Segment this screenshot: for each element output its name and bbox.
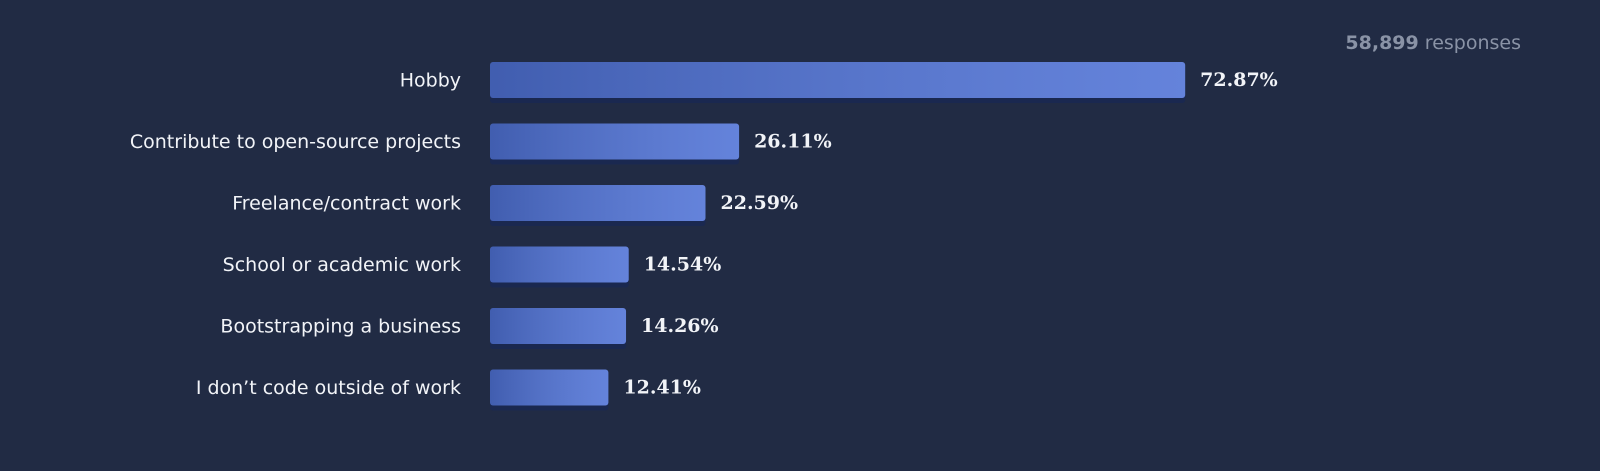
bar-shine (490, 123, 740, 160)
bar-shine (490, 369, 609, 406)
category-label: Contribute to open-source projects (130, 131, 461, 153)
category-label: I don’t code outside of work (196, 377, 461, 399)
bar-shine (490, 246, 629, 283)
value-label: 26.11% (754, 131, 832, 153)
response-text: responses (1425, 32, 1521, 54)
bar-shine (490, 308, 627, 344)
category-label: Bootstrapping a business (220, 316, 461, 338)
value-label: 14.54% (644, 254, 722, 276)
category-label: Hobby (400, 70, 461, 92)
value-label: 22.59% (721, 192, 799, 214)
value-label: 14.26% (641, 315, 719, 337)
response-number: 58,899 (1345, 32, 1418, 54)
value-label: 12.41% (623, 377, 701, 399)
bar-shine (490, 62, 1186, 98)
bar-shine (490, 185, 706, 221)
category-label: School or academic work (223, 254, 461, 276)
value-label: 72.87% (1200, 69, 1278, 91)
response-count: 58,899 responses (1345, 32, 1521, 54)
category-label: Freelance/contract work (232, 193, 461, 215)
